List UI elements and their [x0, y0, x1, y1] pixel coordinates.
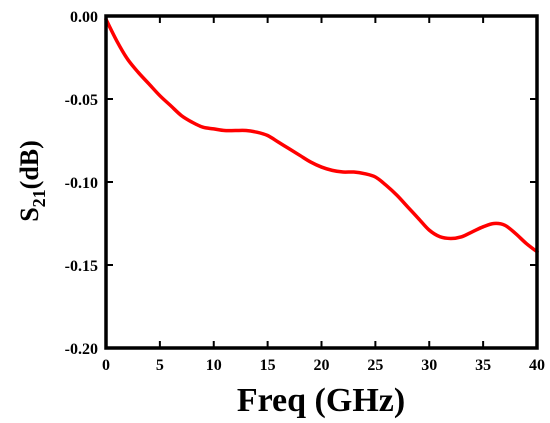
x-tick-label: 25	[367, 357, 383, 374]
plot-frame	[104, 14, 539, 350]
y-tick-label: 0.00	[70, 9, 98, 26]
y-axis-title: S21(dB)	[15, 140, 49, 222]
y-tick-label: -0.15	[65, 258, 98, 275]
y-axis-title-subscript: 21	[29, 189, 49, 207]
x-tick-label: 20	[314, 357, 330, 374]
x-tick-label: 35	[475, 357, 491, 374]
axis-ticks	[105, 15, 538, 349]
x-tick-label: 0	[102, 357, 110, 374]
y-axis-title-main: S	[15, 207, 44, 221]
x-tick-label: 5	[156, 357, 164, 374]
x-tick-label: 15	[260, 357, 276, 374]
x-tick-label: 40	[529, 357, 545, 374]
axis-tick-labels: 0 5 10 15 20 25 30 35 40 0.00 -0.05 -0.10 -0.15 -0.20	[65, 9, 545, 374]
y-tick-label: -0.10	[65, 175, 98, 192]
x-tick-label: 10	[206, 357, 222, 374]
y-tick-label: -0.05	[65, 92, 98, 109]
y-tick-label: -0.20	[65, 341, 98, 358]
x-tick-label: 30	[421, 357, 437, 374]
x-axis-title: Freq (GHz)	[237, 382, 405, 419]
s21-series-line	[104, 17, 539, 254]
y-axis-title-unit: (dB)	[15, 140, 44, 189]
